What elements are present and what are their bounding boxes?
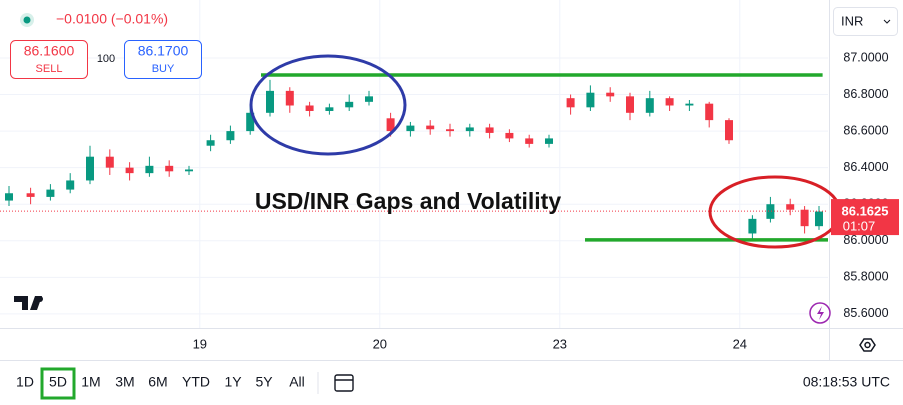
x-tick-label: 24 [733,336,747,351]
candle-body [748,218,757,234]
range-button[interactable]: 1Y [224,374,242,390]
candle-body [365,96,373,102]
settings-icon-dot [864,341,871,349]
candle-body [800,209,809,227]
highlight-ellipse [249,54,407,156]
candle-body [5,193,13,201]
range-button[interactable]: 5D [49,374,67,390]
candle-body [505,132,514,139]
range-button[interactable]: 1M [81,374,100,390]
candle-body [386,118,395,132]
candle-body [266,90,274,113]
sell-price[interactable]: 86.1600 [24,43,75,59]
sell-button[interactable] [10,40,88,79]
range-button[interactable]: 3M [115,374,134,390]
candle-body [345,101,354,108]
dropdown-arrow [883,19,891,24]
candle-body [446,129,454,132]
currency-select[interactable] [833,7,898,36]
currency[interactable]: INR [841,13,863,28]
logo [14,296,42,310]
x-tick-label: 20 [373,336,387,351]
x-tick-label: 19 [193,336,207,351]
settings-icon[interactable] [859,338,876,352]
y-tick-label: 86.0000 [843,233,888,247]
last-price: 86.1625 [842,204,889,219]
candle-body [66,180,75,190]
candle-body [705,103,714,121]
candle-body [185,169,193,172]
status-dot [23,16,31,24]
change: −0.0100 (−0.01%) [56,11,168,27]
candle-body [226,131,235,141]
toolbar: 1D 5D 1M 3M 6M YTD 1Y 5Y All [16,367,305,400]
candle-body [725,120,733,141]
range-selected [40,367,76,400]
candle-body [426,125,435,130]
candle-body [685,103,694,106]
x-tick-label: 23 [553,336,567,351]
candle-body [86,156,94,181]
range-button[interactable]: 6M [148,374,167,390]
last-price-box [831,199,899,236]
clock: 08:18:53 UTC [803,374,890,390]
range-button[interactable]: 5Y [255,374,273,390]
candle-body [285,90,294,106]
alert-bolt [817,306,824,320]
candle-body [545,138,553,144]
y-tick-label: 85.8000 [843,270,888,284]
candle-body [645,98,654,113]
candle-body [766,204,775,219]
candle-body [626,96,634,113]
candle-body [246,112,255,132]
date-range-icon[interactable] [334,374,354,392]
spread: 100 [97,53,115,65]
candle-body [46,189,55,197]
candle-body [165,165,174,172]
candle-body [125,167,134,174]
candle-body [485,127,494,133]
candle-body [305,105,314,111]
candle-body [815,211,823,227]
range-button[interactable]: YTD [182,374,210,390]
sell-label[interactable]: SELL [36,63,63,75]
annotation: USD/INR Gaps and Volatility [255,188,561,214]
candle-body [406,125,415,132]
y-tick-label: 85.6000 [843,306,888,320]
y-tick-label: 86.6000 [843,123,888,137]
candle-body [145,165,154,174]
calendar[interactable] [334,374,354,392]
candle-body [606,92,615,97]
y-tick-label: 86.8000 [843,87,888,101]
candle-body [665,98,674,106]
candle-body [465,127,474,132]
candle-body [26,193,35,197]
countdown: 01:07 [843,219,876,234]
candle-body [786,204,795,210]
y-tick-label: 87.0000 [843,50,888,64]
buy-button[interactable] [124,40,202,79]
range-button[interactable]: All [289,374,305,390]
candle-body [525,138,534,144]
logo-dot [37,296,43,302]
y-tick-label: 86.4000 [843,160,888,174]
candle-body [566,98,575,108]
candle-body [206,140,215,146]
buy-price[interactable]: 86.1700 [138,43,189,59]
candle-body [586,92,595,108]
candle-body [325,107,334,111]
buy-label[interactable]: BUY [152,63,175,75]
candle-body [105,156,114,168]
range-button[interactable]: 1D [16,374,34,390]
